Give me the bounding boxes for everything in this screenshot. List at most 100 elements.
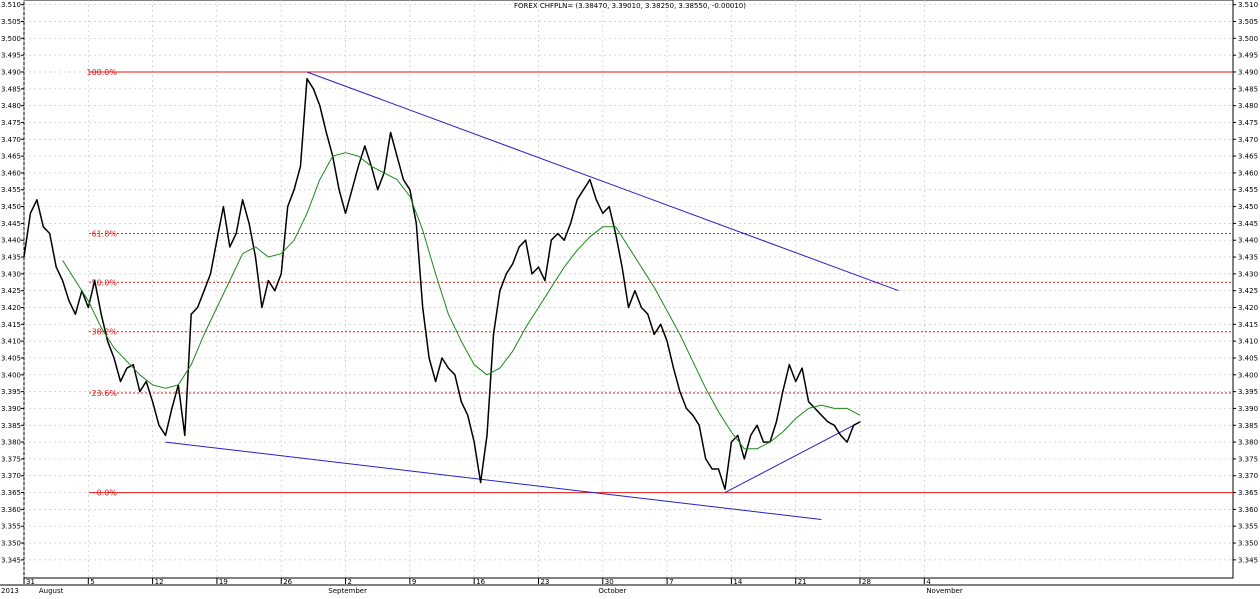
y-tick-label-left: 3.355	[1, 523, 21, 531]
price-point	[492, 333, 495, 335]
y-tick-label-left: 3.510	[1, 1, 21, 9]
price-point	[775, 421, 778, 423]
y-tick-label-right: 3.415	[1238, 321, 1258, 329]
y-tick-label-right: 3.430	[1238, 270, 1258, 278]
price-point	[203, 290, 205, 292]
y-tick-label-left: 3.475	[1, 119, 21, 127]
y-tick-label-right: 3.495	[1238, 52, 1258, 60]
y-tick-label-right: 3.435	[1238, 254, 1258, 262]
price-point	[428, 357, 430, 359]
price-point	[544, 280, 546, 282]
price-point	[274, 290, 276, 292]
x-tick-label: 21	[798, 578, 807, 586]
price-point	[222, 206, 224, 208]
y-tick-label-left: 3.445	[1, 220, 21, 228]
y-tick-label-right: 3.380	[1238, 439, 1258, 447]
y-tick-label-left: 3.375	[1, 455, 21, 463]
x-period-label: November	[926, 587, 963, 595]
y-tick-label-right: 3.345	[1238, 556, 1258, 564]
price-point	[840, 434, 842, 436]
price-point	[666, 340, 668, 342]
price-point	[595, 199, 597, 201]
x-period-label: 2013	[1, 587, 19, 595]
price-point	[853, 424, 855, 426]
price-point	[480, 481, 482, 484]
y-tick-label-right: 3.370	[1238, 472, 1258, 480]
price-point	[653, 333, 655, 335]
x-tick-label: 14	[733, 578, 742, 586]
price-point	[627, 306, 630, 309]
y-tick-label-left: 3.350	[1, 540, 21, 548]
x-tick-label: 23	[540, 578, 549, 586]
y-tick-label-right: 3.455	[1238, 186, 1258, 194]
price-point	[531, 273, 533, 275]
price-point	[209, 273, 212, 275]
price-point	[36, 199, 38, 201]
price-point	[608, 206, 610, 208]
y-tick-label-right: 3.480	[1238, 102, 1258, 110]
price-point	[42, 226, 44, 228]
x-tick-label: 7	[669, 578, 673, 586]
y-tick-label-left: 3.460	[1, 169, 21, 177]
y-tick-label-left: 3.395	[1, 388, 21, 396]
price-point	[441, 357, 443, 359]
price-point	[68, 300, 70, 302]
y-tick-label-left: 3.400	[1, 371, 21, 379]
price-point	[312, 88, 314, 90]
y-tick-label-right: 3.440	[1238, 237, 1258, 245]
y-tick-label-left: 3.450	[1, 203, 21, 211]
price-point	[357, 165, 359, 167]
price-point	[158, 424, 160, 426]
price-point	[505, 273, 507, 275]
fib-level-label: 0.0%	[97, 489, 118, 498]
price-point	[364, 145, 366, 147]
price-point	[132, 364, 134, 366]
y-tick-label-left: 3.485	[1, 85, 21, 93]
x-period-label: September	[328, 587, 367, 595]
y-tick-label-left: 3.500	[1, 35, 21, 43]
y-tick-label-left: 3.495	[1, 52, 21, 60]
price-point	[351, 189, 353, 191]
price-point	[814, 407, 816, 409]
price-point	[486, 434, 488, 436]
x-tick-label: 31	[26, 578, 35, 586]
price-point	[235, 232, 237, 235]
price-point	[570, 222, 572, 224]
price-point	[808, 401, 810, 403]
price-point	[582, 189, 585, 191]
fib-level-label: 100.0%	[86, 68, 117, 77]
price-point	[782, 391, 784, 393]
y-tick-label-right: 3.465	[1238, 153, 1258, 161]
price-point	[454, 374, 456, 376]
x-tick-label: 4	[926, 578, 931, 586]
price-point	[460, 401, 462, 403]
price-point	[473, 441, 475, 443]
price-point	[55, 266, 57, 268]
price-point	[396, 155, 398, 157]
y-tick-label-right: 3.395	[1238, 388, 1258, 396]
price-point	[672, 367, 675, 369]
trend-line	[306, 71, 899, 292]
y-tick-label-right: 3.460	[1238, 169, 1258, 177]
price-point	[621, 266, 623, 268]
trend-line	[165, 441, 822, 520]
price-point	[287, 206, 289, 208]
y-tick-label-left: 3.435	[1, 254, 21, 262]
y-tick-label-left: 3.430	[1, 270, 21, 278]
series-moving_average	[62, 152, 861, 450]
y-tick-label-right: 3.385	[1238, 422, 1258, 430]
price-point	[74, 313, 76, 315]
price-point	[743, 458, 745, 460]
price-point	[62, 280, 64, 282]
price-point	[833, 424, 835, 426]
fib-level-label: 61.8%	[92, 229, 118, 238]
price-point	[267, 280, 269, 282]
price-point	[576, 199, 578, 201]
y-tick-label-left: 3.420	[1, 304, 21, 312]
price-point	[711, 468, 713, 470]
price-point	[344, 212, 347, 214]
x-tick-label: 28	[862, 578, 871, 586]
y-tick-label-right: 3.490	[1238, 68, 1258, 76]
price-point	[447, 367, 449, 369]
